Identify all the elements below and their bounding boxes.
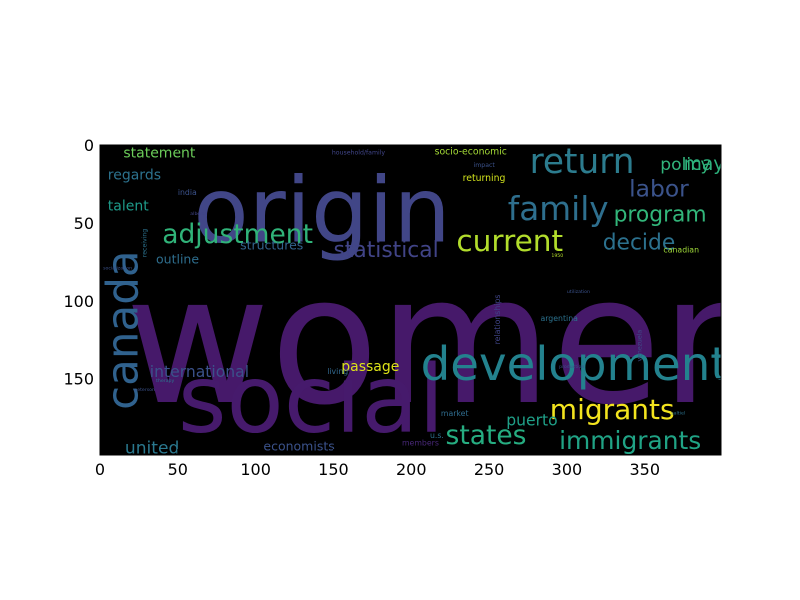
- cloud-word-states: states: [446, 420, 527, 451]
- cloud-word-therapy: therapy: [156, 378, 174, 384]
- cloud-word-1950: 1950: [551, 253, 563, 259]
- y-tick-label: 50: [74, 214, 94, 233]
- cloud-word-members: members: [402, 439, 439, 448]
- x-tick-label: 350: [629, 460, 660, 479]
- x-tick-label: 300: [552, 460, 583, 479]
- cloud-word-receiving: receiving: [142, 229, 149, 257]
- cloud-word-canadian: canadian: [663, 245, 699, 254]
- cloud-word-returning: returning: [463, 173, 506, 184]
- x-tick-label: 250: [474, 460, 505, 479]
- cloud-word-venezuela: venezuela: [637, 330, 644, 362]
- cloud-word-passage: passage: [341, 359, 399, 375]
- cloud-word-labor: labor: [629, 174, 689, 202]
- cloud-word-argentina: argentina: [540, 314, 578, 323]
- cloud-word-developments: developments: [421, 338, 753, 392]
- cloud-word-peterson: peterson: [134, 387, 155, 393]
- cloud-word-program: program: [614, 202, 707, 227]
- cloud-word-household-family: household/family: [332, 149, 386, 156]
- y-axis: 0 50 100 150: [63, 136, 721, 389]
- cloud-word-structures: structures: [240, 237, 303, 252]
- x-tick-label: 200: [396, 460, 427, 479]
- x-axis: 0 50 100 150 200 250 300 350: [95, 145, 660, 479]
- y-tick-label: 100: [63, 292, 94, 311]
- cloud-word-origin: origin: [193, 159, 450, 264]
- cloud-word-talent: talent: [108, 198, 149, 214]
- x-tick-label: 50: [168, 460, 188, 479]
- cloud-word-impact: impact: [474, 162, 496, 169]
- cloud-word-migrants: migrants: [550, 393, 675, 426]
- cloud-word-statement: statement: [123, 145, 196, 161]
- cloud-word-women: women: [125, 237, 774, 444]
- cloud-word-regards: regards: [108, 167, 161, 183]
- plot-frame: [99, 144, 722, 456]
- cloud-word-statistical: statistical: [333, 238, 438, 263]
- cloud-word-alberta: alberta: [190, 211, 207, 217]
- cloud-word-current: current: [456, 224, 563, 258]
- x-tick-label: 100: [240, 460, 271, 479]
- y-tick-label: 150: [63, 370, 94, 389]
- cloud-word-saltiel: saltiel: [671, 410, 685, 416]
- wordcloud-image-area: [100, 145, 721, 455]
- cloud-word-living: living: [327, 367, 348, 376]
- cloud-word-production: production: [559, 364, 584, 370]
- cloud-word-family: family: [508, 190, 609, 228]
- cloud-word-may: may: [684, 154, 725, 175]
- cloud-word-policy: policy: [660, 155, 710, 175]
- y-tick-label: 0: [84, 136, 94, 155]
- x-tick-label: 0: [95, 460, 105, 479]
- cloud-word-puerto: puerto: [506, 411, 557, 429]
- cloud-word-economists: economists: [263, 438, 334, 453]
- cloud-word-india: india: [178, 188, 197, 197]
- x-tick-label: 150: [318, 460, 349, 479]
- cloud-word-social: social: [178, 346, 445, 455]
- cloud-word-u-s-: u.s.: [430, 431, 444, 440]
- cloud-word-decide: decide: [603, 230, 676, 255]
- cloud-word-outline: outline: [156, 251, 199, 266]
- cloud-word-immigrants: immigrants: [559, 426, 701, 455]
- cloud-word-international: international: [150, 363, 249, 381]
- cloud-word-relationships: relationships: [493, 294, 502, 344]
- cloud-word-utilization: utilization: [567, 289, 590, 295]
- cloud-word-united: united: [125, 438, 180, 458]
- cloud-word-canada: canada: [98, 250, 148, 409]
- cloud-word-adjustment: adjustment: [162, 219, 313, 250]
- cloud-word-return: return: [530, 142, 635, 182]
- cloud-word-socialization: socialization: [103, 266, 132, 272]
- cloud-word-socio-economic: socio-economic: [435, 146, 507, 157]
- cloud-word-market: market: [441, 409, 469, 418]
